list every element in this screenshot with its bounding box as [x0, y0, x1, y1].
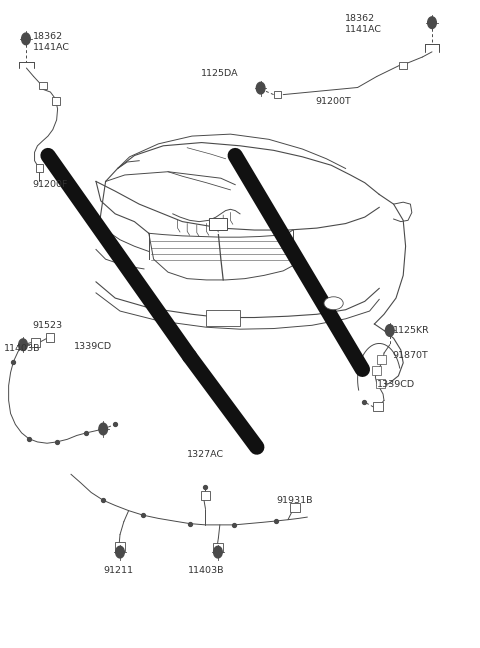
- Bar: [206, 310, 240, 326]
- Text: 1339CD: 1339CD: [377, 380, 415, 389]
- Text: 91523: 91523: [33, 321, 63, 330]
- Ellipse shape: [324, 297, 343, 310]
- Circle shape: [22, 33, 30, 45]
- Circle shape: [428, 17, 436, 29]
- Text: 1327AC: 1327AC: [187, 450, 224, 459]
- Circle shape: [116, 546, 124, 558]
- Bar: [399, 62, 407, 69]
- Text: 11403B: 11403B: [188, 566, 225, 575]
- Bar: [373, 402, 383, 411]
- Bar: [209, 218, 227, 230]
- Bar: [36, 164, 43, 172]
- Bar: [52, 97, 60, 105]
- Circle shape: [99, 423, 108, 435]
- Text: 18362
1141AC: 18362 1141AC: [345, 14, 382, 34]
- Text: 1125KR: 1125KR: [393, 326, 430, 335]
- Bar: [274, 91, 281, 98]
- Circle shape: [214, 546, 222, 558]
- Text: 91931B: 91931B: [276, 496, 312, 505]
- Bar: [372, 366, 381, 375]
- Bar: [201, 491, 210, 500]
- Bar: [376, 379, 385, 388]
- Circle shape: [256, 82, 265, 94]
- Text: 1339CD: 1339CD: [73, 342, 111, 351]
- Text: 18362
1141AC: 18362 1141AC: [33, 32, 70, 52]
- Bar: [39, 82, 47, 89]
- Text: 91200F: 91200F: [33, 180, 68, 189]
- Text: 91211: 91211: [103, 566, 133, 575]
- Circle shape: [19, 339, 27, 351]
- Bar: [46, 333, 54, 342]
- Text: 11403B: 11403B: [4, 344, 40, 353]
- Bar: [377, 355, 386, 364]
- Bar: [213, 543, 223, 552]
- Bar: [115, 542, 125, 551]
- Text: 91870T: 91870T: [393, 351, 428, 360]
- Bar: [31, 338, 40, 347]
- Text: 1125DA: 1125DA: [201, 69, 238, 78]
- Text: 91200T: 91200T: [316, 97, 351, 106]
- Bar: [290, 503, 300, 512]
- Circle shape: [385, 325, 394, 336]
